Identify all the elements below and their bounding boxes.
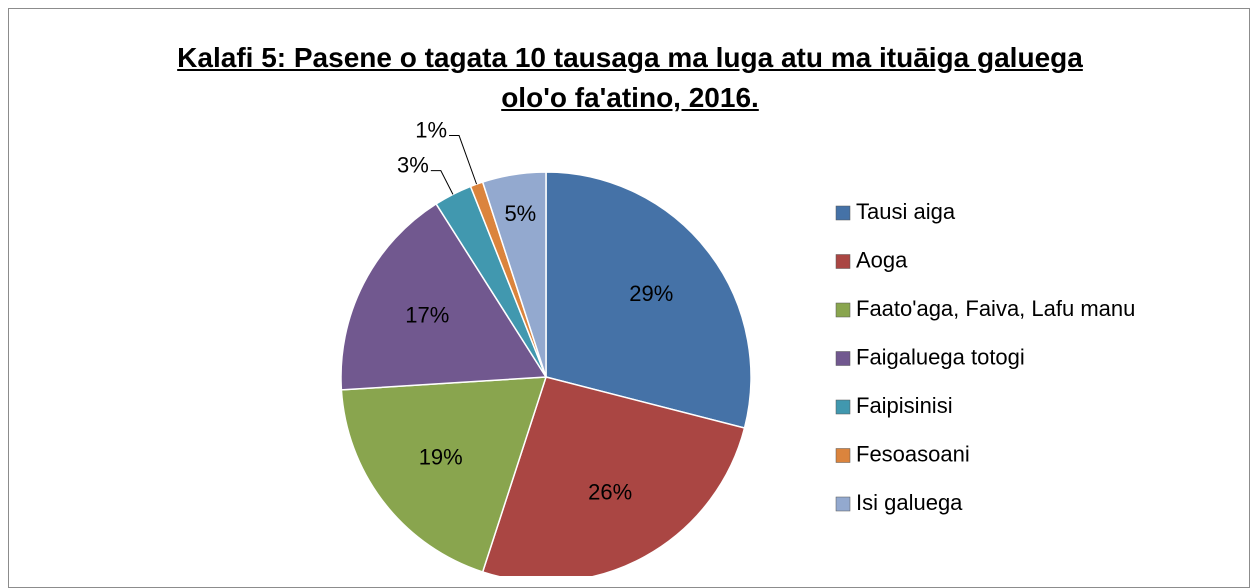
legend-label: Aoga	[856, 247, 908, 272]
legend-swatch	[835, 448, 851, 463]
data-label: 1%	[415, 117, 447, 142]
legend-label: Faato'aga, Faiva, Lafu manu	[856, 296, 1135, 321]
data-label: 3%	[397, 152, 429, 177]
legend-label: Faipisinisi	[856, 393, 953, 418]
legend-label: Fesoasoani	[856, 441, 970, 466]
leader-line	[449, 135, 478, 185]
legend-swatch	[835, 254, 851, 269]
chart: 29% 26% 19% 17% 3% 1% 5% Tausi aiga Aoga Faato'ag…	[340, 117, 1135, 576]
pie-slice	[481, 171, 547, 378]
data-label: 17%	[405, 302, 449, 327]
legend-swatch	[835, 302, 851, 318]
data-label: 19%	[419, 444, 463, 469]
pie-slice	[340, 376, 548, 573]
pie-slice	[340, 202, 548, 391]
legend-swatch	[835, 351, 851, 366]
data-label: 29%	[629, 281, 673, 306]
pie-slice	[481, 376, 746, 576]
pie-slice	[545, 171, 752, 429]
legend-label: Isi galuega	[856, 490, 963, 515]
legend-label: Faigaluega totogi	[856, 344, 1025, 369]
legend-label: Tausi aiga	[856, 199, 956, 224]
data-label: 26%	[588, 480, 632, 505]
chart-title: Kalafi 5: Pasene o tagata 10 tausaga ma …	[177, 42, 1083, 113]
legend-swatch	[835, 496, 851, 512]
leader-line	[430, 170, 454, 195]
data-label: 5%	[504, 201, 536, 226]
legend-swatch	[835, 205, 851, 221]
legend-swatch	[835, 399, 851, 415]
page: {"chart_data": {"type": "pie", "title": …	[8, 8, 1250, 588]
